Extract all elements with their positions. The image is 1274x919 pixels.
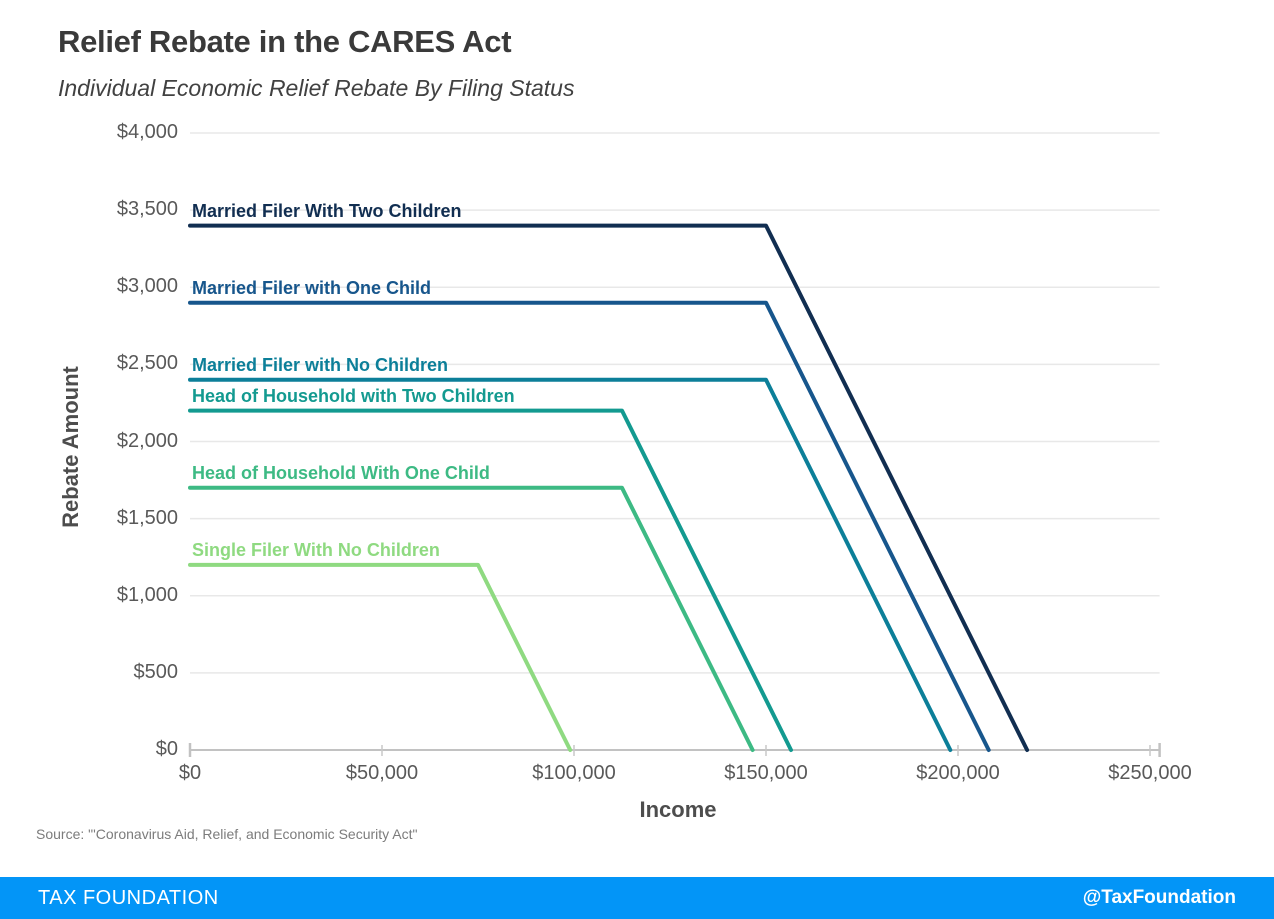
footer-brand-text: TAX FOUNDATION bbox=[38, 886, 219, 909]
series-line bbox=[188, 223, 1030, 752]
series-line bbox=[188, 562, 573, 752]
y-tick-label: $3,500 bbox=[116, 198, 178, 221]
y-tick-label: $2,500 bbox=[116, 352, 178, 375]
x-tick-label: $50,000 bbox=[345, 762, 419, 784]
series-label: Head of Household With One Child bbox=[192, 462, 490, 483]
series-line bbox=[188, 408, 793, 752]
y-tick-label: $500 bbox=[133, 660, 179, 683]
series-label: Married Filer with One Child bbox=[192, 277, 432, 298]
footer-twitter-handle: @TaxFoundation bbox=[1082, 887, 1236, 908]
y-tick-label: $1,000 bbox=[116, 583, 178, 606]
y-tick-label: $3,000 bbox=[116, 275, 178, 298]
x-tick-label: $200,000 bbox=[916, 762, 1000, 784]
chart-title: Relief Rebate in the CARES Act bbox=[58, 24, 512, 59]
series-line bbox=[188, 377, 953, 752]
series-line bbox=[188, 485, 755, 752]
y-axis-title: Rebate Amount bbox=[58, 366, 83, 528]
y-tick-label: $4,000 bbox=[116, 121, 178, 144]
x-tick-label: $100,000 bbox=[532, 762, 616, 784]
series-line bbox=[188, 300, 991, 752]
series-label: Head of Household with Two Children bbox=[192, 385, 515, 406]
y-tick-label: $1,500 bbox=[116, 506, 178, 529]
source-note: Source: "'Coronavirus Aid, Relief, and E… bbox=[36, 826, 418, 842]
chart-subtitle: Individual Economic Relief Rebate By Fil… bbox=[58, 75, 575, 101]
series-label: Married Filer with No Children bbox=[192, 354, 449, 375]
y-tick-label: $0 bbox=[155, 738, 178, 761]
y-tick-label: $2,000 bbox=[116, 429, 178, 452]
footer-bar: TAX FOUNDATION @TaxFoundation bbox=[0, 877, 1274, 919]
x-tick-label: $250,000 bbox=[1108, 762, 1192, 784]
x-tick-label: $0 bbox=[178, 762, 202, 784]
series-label: Married Filer With Two Children bbox=[192, 200, 462, 221]
series-label: Single Filer With No Children bbox=[192, 539, 440, 560]
x-axis-title: Income bbox=[639, 797, 717, 822]
x-tick-label: $150,000 bbox=[724, 762, 808, 784]
